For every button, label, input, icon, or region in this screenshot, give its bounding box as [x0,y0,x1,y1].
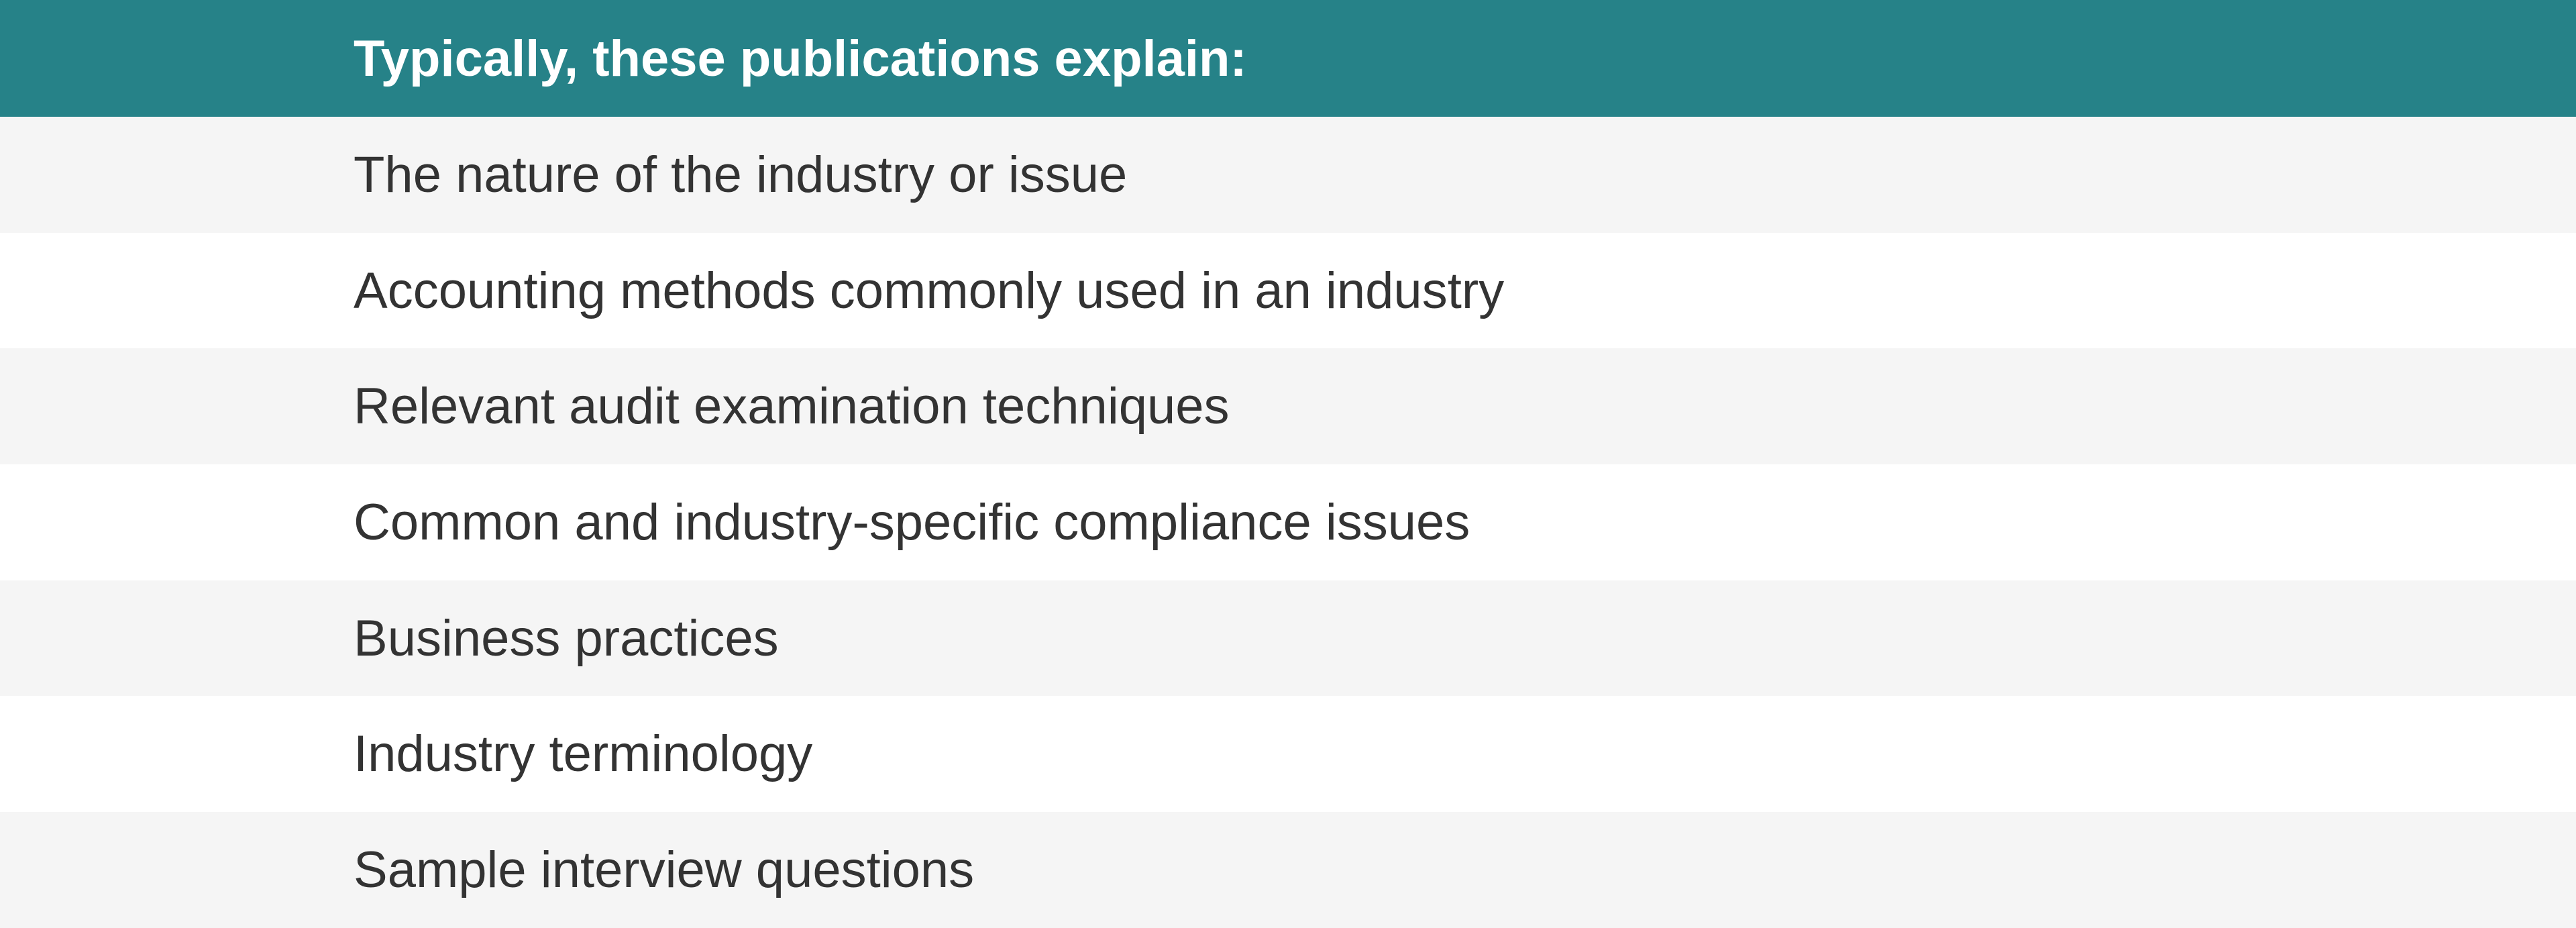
list-item: Industry terminology [0,696,2576,813]
list-item-text: Accounting methods commonly used in an i… [354,262,1505,319]
list-item-text: Industry terminology [354,725,813,783]
list-item-text: The nature of the industry or issue [354,146,1128,203]
list-item: Sample interview questions [0,812,2576,928]
list-item: Accounting methods commonly used in an i… [0,232,2576,349]
list-item-text: Business practices [354,609,779,667]
header-title: Typically, these publications explain: [354,30,1247,87]
table-header: Typically, these publications explain: [0,0,2576,117]
list-item-text: Sample interview questions [354,841,975,898]
list-item-text: Relevant audit examination techniques [354,378,1230,435]
list-item: Business practices [0,580,2576,697]
list-item: The nature of the industry or issue [0,117,2576,233]
list-item: Common and industry-specific compliance … [0,464,2576,580]
table-body: The nature of the industry or issue Acco… [0,117,2576,928]
list-item-text: Common and industry-specific compliance … [354,493,1470,551]
list-item: Relevant audit examination techniques [0,348,2576,465]
